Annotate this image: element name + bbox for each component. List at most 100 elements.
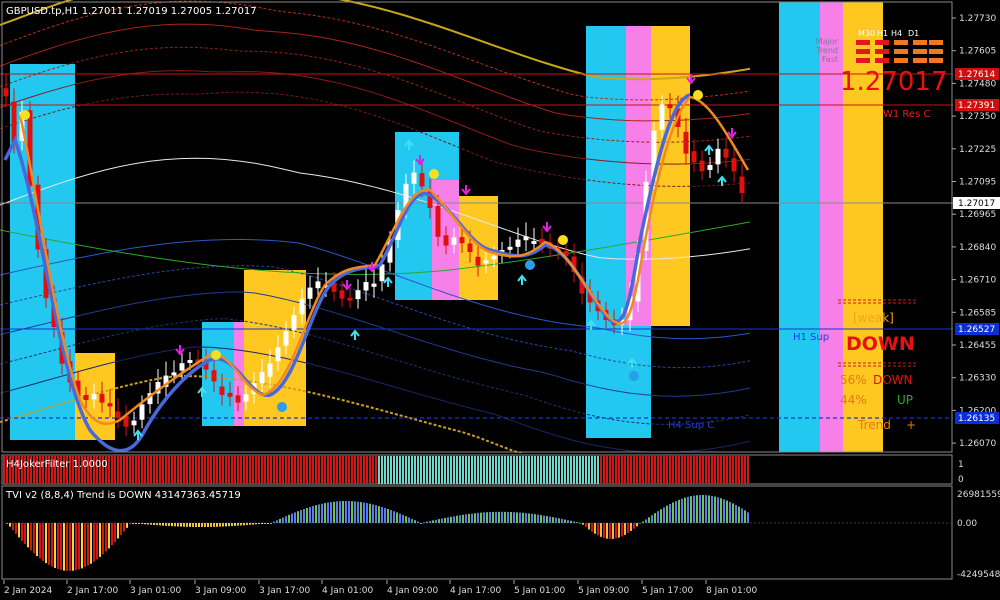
bear-candle [459,237,465,244]
tvi-bar-positive [450,516,452,523]
bear-candle [571,256,577,272]
filter-bar-down [675,456,677,484]
tvi-bar-negative [51,523,53,567]
tvi-bar-negative [624,523,626,535]
tvi-bar-positive [366,503,368,523]
filter-bar-down [375,456,377,484]
tvi-bar-positive [342,501,344,523]
filter-bar-up [462,456,464,484]
up-arrow [627,357,637,368]
tvi-bar-negative [636,523,638,527]
trend-cell [875,49,889,54]
filter-bar-up [588,456,590,484]
filter-bar-up [552,456,554,484]
filter-bar-down [141,456,143,484]
tvi-bar-negative [147,523,149,525]
bull-candle [171,372,177,376]
tvi-axis-label: 0.00 [957,519,977,529]
tvi-bar-negative [159,523,161,526]
filter-bar-down [273,456,275,484]
filter-bar-up [420,456,422,484]
tvi-bar-negative [186,523,188,527]
tvi-bar-positive [453,516,455,523]
upper-band [0,70,751,165]
down-arrow [686,74,696,85]
tvi-bar-negative [60,523,62,571]
filter-bar-up [441,456,443,484]
tvi-bar-positive [384,507,386,523]
bear-candle [419,173,425,187]
bear-candle [219,386,225,395]
tvi-bar-positive [696,495,698,523]
filter-bar-down [348,456,350,484]
tvi-bar-negative [45,523,47,564]
bull-candle [483,260,489,264]
tvi-bar-negative [57,523,59,570]
filter-bar-down [642,456,644,484]
filter-bar-down [729,456,731,484]
filter-bar-down [711,456,713,484]
filter-bar-down [702,456,704,484]
filter-bar-down [135,456,137,484]
tvi-bar-negative [600,523,602,537]
price-tag-label: 1.27391 [958,101,995,111]
time-tick-label: 3 Jan 17:00 [259,586,311,596]
tvi-bar-positive [309,506,311,523]
tvi-bar-negative [618,523,620,538]
bull-candle [451,237,457,245]
filter-bar-up [513,456,515,484]
price-axis[interactable]: 1.27730 1.27605 1.27480 1.27350 1.27225 1.270… [952,14,1000,449]
filter-bar-down [9,456,11,484]
time-axis[interactable]: 2 Jan 2024 2 Jan 17:00 3 Jan 01:00 3 Jan 09… [3,580,758,596]
tvi-bar-positive [465,514,467,523]
filter-bar-down [57,456,59,484]
tvi-bar-negative [54,523,56,569]
tvi-panel[interactable]: TVI v2 (8,8,4) Trend is DOWN 43147363.45… [2,490,952,571]
filter-bar-down [624,456,626,484]
filter-bar-down [159,456,161,484]
filter-bar-down [51,456,53,484]
tvi-bar-positive [705,495,707,523]
h4-filter-panel[interactable]: H4JokerFilter 1.0000 [3,456,749,484]
tvi-bar-negative [123,523,125,532]
trend-cell [929,40,943,45]
price-tag [955,99,999,111]
tvi-bar-positive [321,503,323,523]
filter-bar-up [591,456,593,484]
tvi-bar-positive [378,506,380,523]
tvi-bar-positive [723,499,725,523]
current-price-label: 1.27017 [958,199,995,209]
tvi-bar-positive [486,512,488,523]
upper-band [0,0,751,101]
filter-bar-up [486,456,488,484]
tvi-bar-negative [117,523,119,539]
filter-bar-down [123,456,125,484]
filter-bar-down [204,456,206,484]
filter-bar-up [438,456,440,484]
bear-candle [235,395,241,403]
tvi-bar-negative [96,523,98,560]
bull-candle [147,393,153,405]
tvi-bar-positive [528,513,530,523]
filter-header: H4JokerFilter 1.0000 [6,459,108,470]
chart-header: GBPUSD.tp,H1 1.27011 1.27019 1.27005 1.2… [6,6,257,17]
filter-bar-down [360,456,362,484]
tvi-bar-negative [162,523,164,526]
tvi-bar-negative [585,523,587,528]
bear-candle [667,104,673,109]
tvi-bar-positive [708,495,710,523]
filter-histogram [3,456,749,484]
filter-bar-down [3,456,5,484]
level-lines [0,73,953,419]
filter-bar-up [471,456,473,484]
filter-bar-down [255,456,257,484]
trend-cell [929,58,943,63]
filter-bar-down [285,456,287,484]
bull-candle [155,382,161,394]
trend-cell [913,40,927,45]
filter-bar-down [618,456,620,484]
down-arrow [727,128,737,139]
tvi-bar-negative [126,523,128,528]
filter-bar-up [516,456,518,484]
main-price-panel[interactable]: Major Trend Fast M30 H1 H4 D1 1.27017 W1… [0,0,953,480]
